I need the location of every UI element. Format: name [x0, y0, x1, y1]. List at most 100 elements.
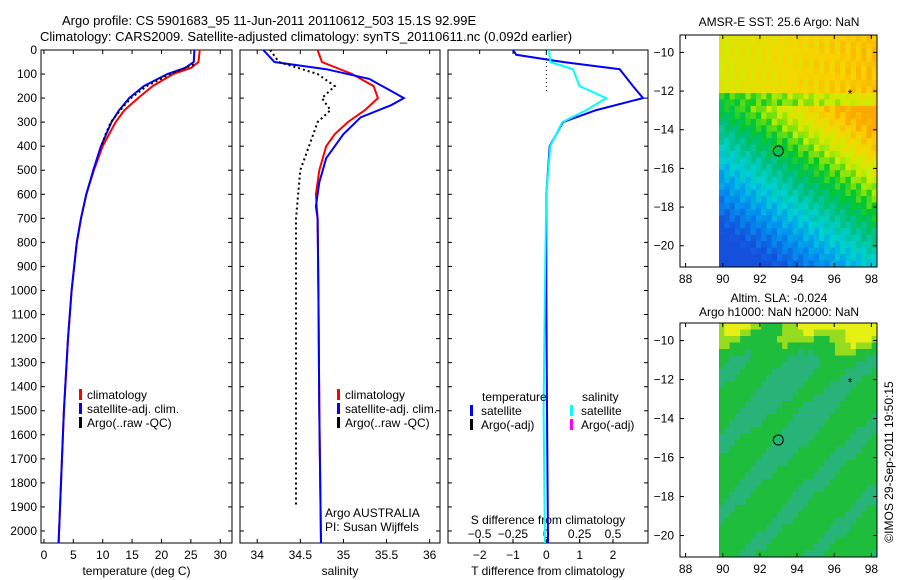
map-cell — [771, 118, 778, 126]
map-cell — [782, 247, 788, 255]
map-cell — [829, 151, 836, 158]
map-cell — [819, 420, 825, 428]
map-cell — [724, 163, 731, 171]
map-cell — [740, 67, 746, 75]
map-cell — [871, 176, 878, 184]
map-cell — [792, 492, 799, 499]
lat-tick-label: −10 — [654, 45, 675, 59]
map-cell — [792, 260, 799, 268]
map-cell — [803, 73, 810, 81]
map-cell — [850, 138, 857, 145]
map-cell — [761, 131, 767, 139]
map-cell — [813, 531, 820, 538]
map-cell — [771, 254, 778, 261]
map-cell — [761, 349, 767, 356]
map-cell — [734, 260, 741, 268]
lon-tick-label: 96 — [828, 562, 842, 576]
map-cell — [740, 209, 746, 216]
map-cell — [719, 524, 725, 532]
map-cell — [834, 329, 841, 337]
map-cell — [787, 433, 794, 441]
map-cell — [824, 170, 831, 178]
x2-tick-label: 0 — [543, 527, 550, 541]
map-cell — [792, 453, 799, 460]
map-cell — [787, 466, 794, 473]
map-cell — [798, 54, 804, 62]
map-cell — [850, 414, 857, 421]
map-cell — [787, 368, 794, 376]
map-cell — [755, 60, 762, 68]
map-cell — [782, 138, 788, 145]
x-tick-label: 5 — [70, 548, 77, 562]
map-cell — [755, 329, 762, 337]
map-cell — [734, 505, 741, 512]
map-cell — [750, 349, 757, 356]
map-cell — [787, 446, 794, 454]
map-cell — [871, 189, 878, 197]
lat-tick-label: −16 — [654, 451, 675, 465]
map-cell — [871, 349, 878, 356]
map-cell — [834, 157, 841, 165]
map-cell — [734, 60, 741, 68]
map-cell — [750, 362, 757, 369]
lon-tick-label: 90 — [716, 272, 730, 286]
map-cell — [834, 498, 841, 506]
map-cell — [782, 446, 788, 454]
map-cell — [761, 544, 767, 551]
map-cell — [750, 537, 757, 545]
map-cell — [740, 183, 746, 191]
x-tick-label: 15 — [125, 548, 139, 562]
map-cell — [740, 485, 746, 493]
map-cell — [724, 433, 731, 441]
map-cell — [782, 388, 788, 395]
map-cell — [813, 131, 820, 139]
x-tick-label: 34.5 — [289, 548, 313, 562]
map-cell — [850, 54, 857, 62]
map-cell — [845, 125, 852, 133]
map-cell — [750, 401, 757, 408]
map-cell — [734, 202, 741, 210]
map-cell — [824, 453, 831, 460]
map-cell — [719, 381, 725, 389]
map-cell — [792, 505, 799, 512]
map-cell — [834, 189, 841, 197]
map-cell — [750, 492, 757, 499]
map-cell — [798, 118, 804, 126]
map-cell — [871, 118, 878, 126]
map-cell — [787, 440, 794, 447]
map-cell — [719, 407, 725, 415]
map-cell — [829, 401, 836, 408]
map-cell — [771, 524, 778, 532]
map-cell — [729, 234, 736, 242]
map-cell — [871, 407, 878, 415]
map-cell — [782, 479, 788, 486]
map-cell — [813, 138, 820, 145]
map-cell — [855, 93, 862, 100]
map-cell — [840, 196, 846, 203]
map-cell — [829, 209, 836, 216]
map-cell — [850, 112, 857, 120]
map-cell — [855, 414, 862, 421]
map-cell — [750, 112, 757, 120]
map-cell — [803, 86, 810, 94]
map-cell — [755, 459, 762, 467]
map-cell — [755, 196, 762, 203]
map-cell — [755, 241, 762, 249]
map-cell — [861, 459, 867, 467]
map-cell — [777, 498, 783, 506]
map-cell — [803, 157, 810, 165]
map-cell — [834, 247, 841, 255]
map-cell — [834, 420, 841, 428]
map-cell — [819, 35, 825, 42]
map-cell — [750, 459, 757, 467]
map-cell — [866, 355, 873, 363]
map-cell — [808, 118, 815, 126]
map-cell — [771, 485, 778, 493]
map-cell — [782, 254, 788, 261]
map-cell — [777, 241, 783, 249]
map-cell — [861, 466, 867, 473]
map-cell — [782, 375, 788, 382]
map-cell — [861, 67, 867, 75]
argo-position-marker — [772, 434, 784, 446]
map-cell — [771, 336, 778, 343]
